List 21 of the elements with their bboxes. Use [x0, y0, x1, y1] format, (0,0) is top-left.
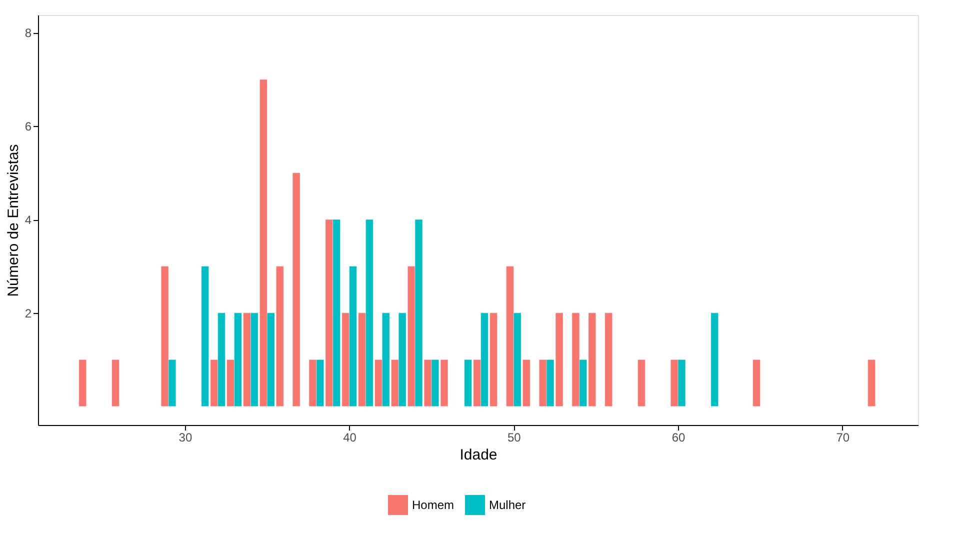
bar — [710, 312, 718, 406]
bar — [868, 359, 876, 406]
x-axis-title: Idade — [460, 446, 498, 464]
y-tick-label: 4 — [24, 213, 32, 228]
bar — [292, 172, 300, 406]
bar — [752, 359, 760, 406]
x-tick-label: 70 — [836, 430, 850, 444]
y-axis-title: Número de Entrevistas — [4, 144, 22, 297]
legend-label: Mulher — [489, 498, 526, 512]
bar — [78, 359, 86, 406]
y-tick-label: 8 — [24, 26, 32, 40]
y-tick-label: 2 — [24, 306, 32, 320]
x-tick-label: 50 — [507, 430, 522, 444]
x-tick-label: 60 — [672, 430, 686, 444]
x-tick-label: 40 — [343, 430, 357, 444]
y-tick-label: 6 — [24, 120, 32, 134]
bar — [112, 359, 120, 406]
x-tick-label: 30 — [178, 430, 192, 444]
bar — [604, 312, 612, 406]
bar — [638, 359, 646, 406]
legend-label: Homem — [412, 498, 454, 512]
